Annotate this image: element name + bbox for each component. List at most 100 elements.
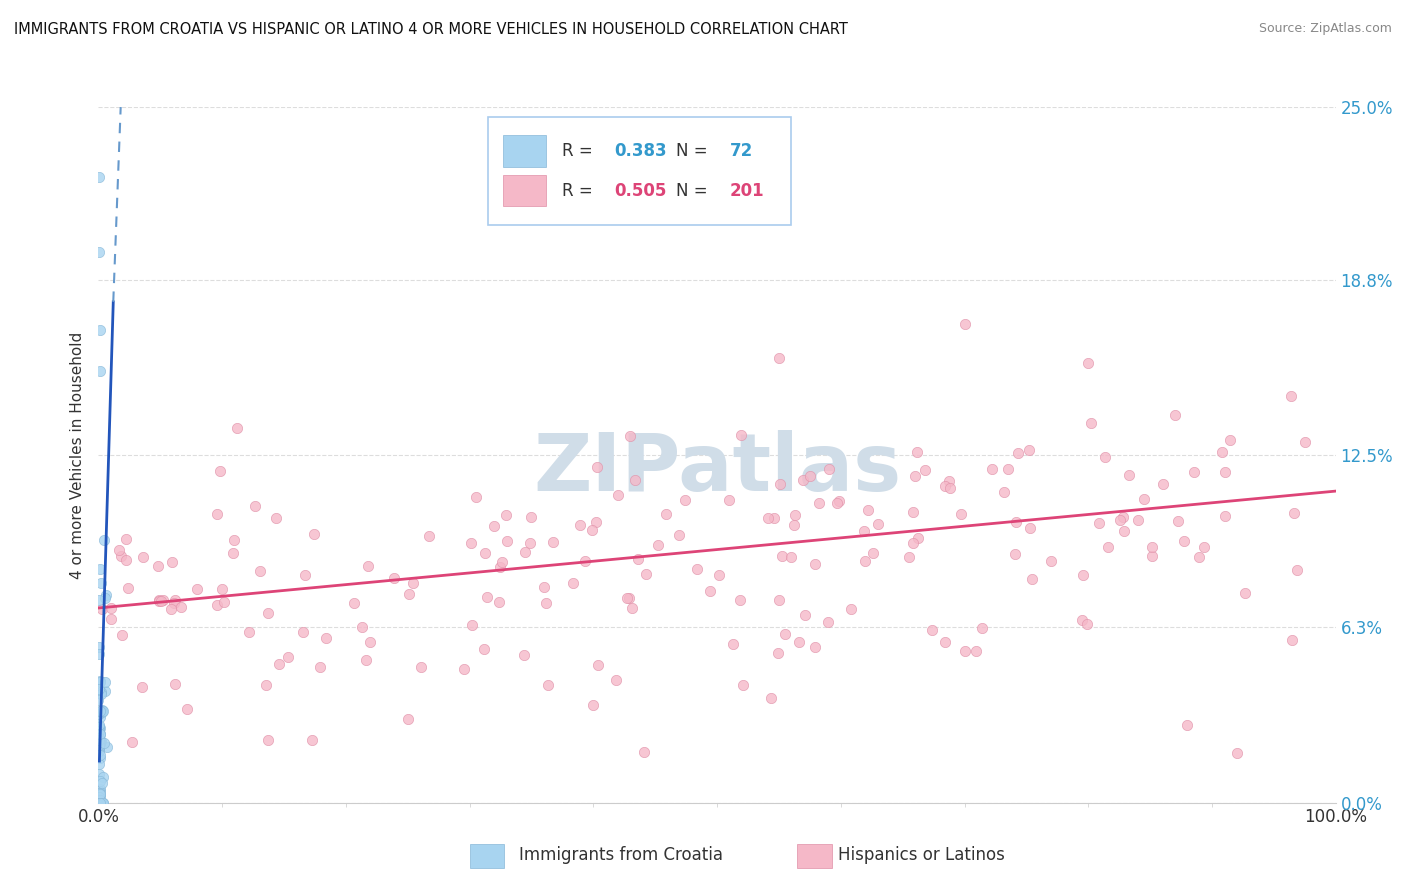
Point — [1112, 524, 1135, 538]
Point — [1286, 563, 1309, 577]
Point — [115, 532, 138, 546]
Point — [783, 508, 806, 522]
Point — [132, 550, 155, 565]
Point — [304, 526, 326, 541]
Point — [87, 693, 110, 707]
Point — [461, 618, 484, 632]
Point — [903, 536, 925, 550]
Point — [686, 562, 709, 576]
Text: R =: R = — [562, 182, 593, 200]
Point — [474, 641, 496, 656]
Point — [165, 592, 187, 607]
Point — [1118, 468, 1140, 483]
Point — [401, 576, 423, 591]
Point — [938, 475, 960, 489]
Point — [89, 784, 111, 798]
Point — [993, 485, 1015, 500]
Point — [93, 736, 115, 750]
Point — [1211, 444, 1233, 458]
Point — [93, 591, 115, 605]
Point — [1187, 550, 1209, 565]
Point — [87, 648, 110, 662]
Point — [89, 593, 111, 607]
Point — [1233, 586, 1256, 600]
Point — [160, 602, 183, 616]
Point — [759, 690, 782, 705]
Point — [209, 464, 232, 478]
Point — [1184, 466, 1206, 480]
Point — [1140, 549, 1163, 564]
Point — [562, 576, 585, 591]
Point — [787, 635, 810, 649]
Point — [131, 680, 153, 694]
Point — [1133, 491, 1156, 506]
Text: 0.505: 0.505 — [614, 182, 666, 200]
Point — [110, 549, 132, 563]
Point — [569, 517, 592, 532]
Point — [1018, 443, 1040, 458]
Point — [89, 364, 111, 378]
Point — [87, 785, 110, 799]
Point — [291, 625, 314, 640]
Point — [605, 673, 627, 687]
Point — [146, 558, 169, 573]
Point — [799, 469, 821, 483]
Point — [949, 507, 972, 521]
Point — [301, 733, 323, 747]
Point — [972, 621, 994, 635]
Point — [89, 774, 111, 789]
Point — [488, 595, 510, 609]
Point — [94, 674, 117, 689]
Point — [91, 796, 114, 810]
Point — [782, 517, 804, 532]
Point — [163, 677, 186, 691]
Point — [474, 546, 496, 560]
Point — [121, 734, 143, 748]
Point — [1071, 568, 1094, 582]
Point — [582, 698, 605, 713]
Point — [541, 535, 564, 549]
Text: N =: N = — [676, 142, 707, 160]
Point — [768, 593, 790, 607]
Point — [1213, 466, 1236, 480]
Point — [853, 524, 876, 539]
Point — [91, 705, 114, 719]
FancyBboxPatch shape — [503, 136, 547, 167]
Point — [1152, 477, 1174, 491]
Point — [94, 588, 117, 602]
Point — [495, 508, 517, 522]
Point — [1112, 510, 1135, 524]
Point — [1097, 540, 1119, 554]
Point — [205, 507, 228, 521]
Text: N =: N = — [676, 182, 707, 200]
FancyBboxPatch shape — [488, 118, 792, 226]
FancyBboxPatch shape — [797, 844, 832, 868]
Point — [901, 505, 924, 519]
Text: 0.383: 0.383 — [614, 142, 666, 160]
Point — [89, 796, 111, 810]
Point — [534, 595, 557, 609]
Point — [90, 684, 112, 698]
Point — [453, 662, 475, 676]
Point — [89, 747, 111, 762]
Point — [221, 546, 243, 560]
Point — [396, 712, 419, 726]
Point — [616, 591, 638, 605]
Point — [398, 587, 420, 601]
Point — [574, 554, 596, 568]
Point — [586, 657, 609, 672]
Point — [794, 607, 817, 622]
Point — [87, 739, 110, 754]
Point — [1070, 613, 1092, 627]
Point — [89, 723, 111, 738]
Point — [87, 722, 110, 736]
Point — [1173, 534, 1195, 549]
Point — [585, 515, 607, 529]
Point — [309, 660, 332, 674]
Point — [91, 704, 114, 718]
Point — [934, 479, 956, 493]
Point — [515, 545, 537, 559]
Point — [904, 468, 927, 483]
Point — [1167, 514, 1189, 528]
Text: Source: ZipAtlas.com: Source: ZipAtlas.com — [1258, 22, 1392, 36]
